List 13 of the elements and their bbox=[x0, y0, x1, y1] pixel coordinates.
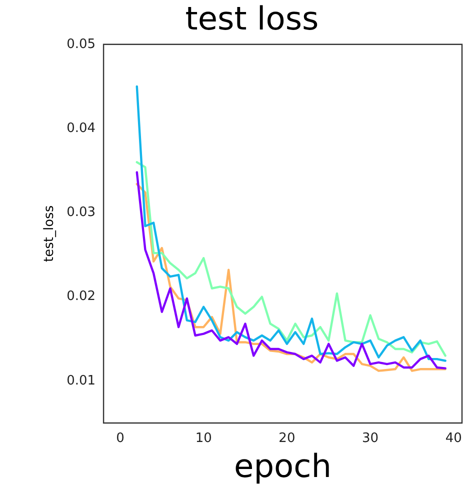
x-tick-label: 40 bbox=[445, 431, 462, 446]
x-tick-label: 0 bbox=[116, 431, 124, 446]
x-axis-title: epoch bbox=[234, 447, 332, 486]
x-tick-label: 30 bbox=[362, 431, 379, 446]
x-tick-label: 10 bbox=[195, 431, 212, 446]
y-tick-label: 0.01 bbox=[66, 373, 96, 388]
x-tick-label: 20 bbox=[278, 431, 296, 446]
y-tick-label: 0.05 bbox=[66, 36, 96, 52]
y-tick-label: 0.04 bbox=[66, 120, 96, 136]
chart-title: test loss bbox=[185, 0, 319, 38]
y-tick-label: 0.02 bbox=[66, 289, 96, 304]
y-axis-title: test_loss bbox=[42, 205, 58, 262]
y-tick-label: 0.03 bbox=[66, 205, 96, 220]
